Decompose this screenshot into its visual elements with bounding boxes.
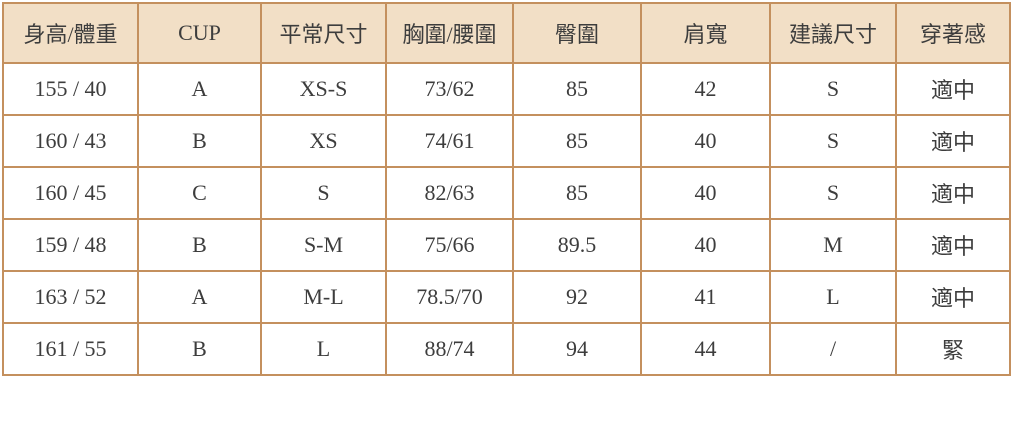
table-row: 163 / 52 A M-L 78.5/70 92 41 L 適中 bbox=[2, 270, 1011, 324]
cell-usual-size: XS-S bbox=[260, 62, 387, 116]
cell-cup: A bbox=[137, 62, 262, 116]
cell-suggested-size: M bbox=[769, 218, 897, 272]
header-cup: CUP bbox=[137, 2, 262, 64]
cell-hip: 85 bbox=[512, 166, 642, 220]
cell-fit-feel: 適中 bbox=[895, 114, 1011, 168]
table-header-row: 身高/體重 CUP 平常尺寸 胸圍/腰圍 臀圍 肩寬 建議尺寸 穿著感 bbox=[2, 2, 1011, 64]
cell-height-weight: 159 / 48 bbox=[2, 218, 139, 272]
cell-cup: A bbox=[137, 270, 262, 324]
cell-cup: B bbox=[137, 218, 262, 272]
cell-fit-feel: 適中 bbox=[895, 166, 1011, 220]
cell-shoulder-width: 44 bbox=[640, 322, 771, 376]
cell-shoulder-width: 42 bbox=[640, 62, 771, 116]
cell-usual-size: S-M bbox=[260, 218, 387, 272]
cell-hip: 85 bbox=[512, 62, 642, 116]
table-row: 155 / 40 A XS-S 73/62 85 42 S 適中 bbox=[2, 62, 1011, 116]
cell-hip: 89.5 bbox=[512, 218, 642, 272]
cell-bust-waist: 88/74 bbox=[385, 322, 514, 376]
cell-fit-feel: 緊 bbox=[895, 322, 1011, 376]
header-shoulder-width: 肩寬 bbox=[640, 2, 771, 64]
table-row: 161 / 55 B L 88/74 94 44 / 緊 bbox=[2, 322, 1011, 376]
cell-suggested-size: S bbox=[769, 166, 897, 220]
size-chart-table: 身高/體重 CUP 平常尺寸 胸圍/腰圍 臀圍 肩寬 建議尺寸 穿著感 155 … bbox=[2, 2, 1011, 376]
header-height-weight: 身高/體重 bbox=[2, 2, 139, 64]
cell-hip: 92 bbox=[512, 270, 642, 324]
cell-height-weight: 160 / 45 bbox=[2, 166, 139, 220]
cell-suggested-size: S bbox=[769, 62, 897, 116]
cell-suggested-size: L bbox=[769, 270, 897, 324]
cell-cup: B bbox=[137, 322, 262, 376]
header-usual-size: 平常尺寸 bbox=[260, 2, 387, 64]
cell-bust-waist: 75/66 bbox=[385, 218, 514, 272]
cell-suggested-size: S bbox=[769, 114, 897, 168]
cell-cup: B bbox=[137, 114, 262, 168]
cell-hip: 94 bbox=[512, 322, 642, 376]
cell-fit-feel: 適中 bbox=[895, 218, 1011, 272]
cell-hip: 85 bbox=[512, 114, 642, 168]
header-hip: 臀圍 bbox=[512, 2, 642, 64]
cell-suggested-size: / bbox=[769, 322, 897, 376]
cell-bust-waist: 82/63 bbox=[385, 166, 514, 220]
table-row: 160 / 45 C S 82/63 85 40 S 適中 bbox=[2, 166, 1011, 220]
cell-bust-waist: 73/62 bbox=[385, 62, 514, 116]
header-fit-feel: 穿著感 bbox=[895, 2, 1011, 64]
cell-fit-feel: 適中 bbox=[895, 62, 1011, 116]
cell-shoulder-width: 40 bbox=[640, 218, 771, 272]
cell-usual-size: S bbox=[260, 166, 387, 220]
cell-height-weight: 161 / 55 bbox=[2, 322, 139, 376]
cell-usual-size: M-L bbox=[260, 270, 387, 324]
table-row: 160 / 43 B XS 74/61 85 40 S 適中 bbox=[2, 114, 1011, 168]
cell-height-weight: 163 / 52 bbox=[2, 270, 139, 324]
cell-usual-size: L bbox=[260, 322, 387, 376]
cell-shoulder-width: 41 bbox=[640, 270, 771, 324]
cell-height-weight: 160 / 43 bbox=[2, 114, 139, 168]
cell-shoulder-width: 40 bbox=[640, 114, 771, 168]
header-bust-waist: 胸圍/腰圍 bbox=[385, 2, 514, 64]
cell-fit-feel: 適中 bbox=[895, 270, 1011, 324]
cell-bust-waist: 78.5/70 bbox=[385, 270, 514, 324]
header-suggested-size: 建議尺寸 bbox=[769, 2, 897, 64]
cell-bust-waist: 74/61 bbox=[385, 114, 514, 168]
cell-cup: C bbox=[137, 166, 262, 220]
table-row: 159 / 48 B S-M 75/66 89.5 40 M 適中 bbox=[2, 218, 1011, 272]
cell-height-weight: 155 / 40 bbox=[2, 62, 139, 116]
cell-usual-size: XS bbox=[260, 114, 387, 168]
cell-shoulder-width: 40 bbox=[640, 166, 771, 220]
